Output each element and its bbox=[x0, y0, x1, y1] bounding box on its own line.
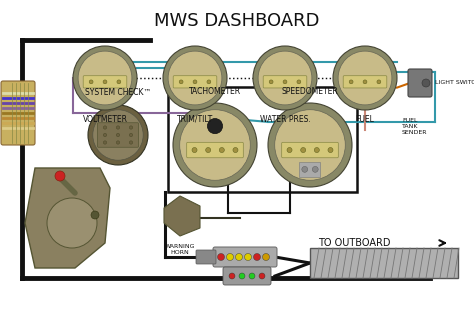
Circle shape bbox=[328, 148, 333, 153]
Bar bbox=[168, 87, 357, 192]
Circle shape bbox=[117, 80, 121, 84]
Circle shape bbox=[193, 80, 197, 84]
Circle shape bbox=[314, 148, 319, 153]
Text: VOLTMETER: VOLTMETER bbox=[82, 115, 128, 124]
Circle shape bbox=[103, 133, 107, 137]
Circle shape bbox=[116, 133, 119, 137]
FancyBboxPatch shape bbox=[263, 76, 307, 88]
Circle shape bbox=[227, 253, 234, 260]
FancyBboxPatch shape bbox=[282, 142, 338, 158]
Circle shape bbox=[301, 148, 306, 153]
Circle shape bbox=[163, 46, 227, 110]
FancyBboxPatch shape bbox=[408, 69, 432, 97]
Circle shape bbox=[173, 103, 257, 187]
Circle shape bbox=[180, 110, 250, 180]
FancyBboxPatch shape bbox=[98, 123, 138, 147]
Polygon shape bbox=[164, 196, 200, 236]
Circle shape bbox=[269, 80, 273, 84]
Circle shape bbox=[208, 119, 223, 134]
Circle shape bbox=[218, 253, 225, 260]
Circle shape bbox=[192, 148, 197, 153]
Circle shape bbox=[168, 51, 222, 105]
Polygon shape bbox=[25, 168, 110, 268]
Circle shape bbox=[129, 133, 133, 137]
Circle shape bbox=[89, 80, 93, 84]
Circle shape bbox=[297, 80, 301, 84]
Text: TO OUTBOARD: TO OUTBOARD bbox=[318, 238, 391, 248]
Circle shape bbox=[377, 80, 381, 84]
FancyBboxPatch shape bbox=[300, 162, 320, 177]
Text: SYSTEM CHECK™: SYSTEM CHECK™ bbox=[85, 88, 151, 97]
Circle shape bbox=[275, 110, 345, 180]
Circle shape bbox=[116, 141, 119, 144]
Circle shape bbox=[363, 80, 367, 84]
Text: TACHOMETER: TACHOMETER bbox=[189, 87, 241, 96]
Circle shape bbox=[103, 80, 107, 84]
Circle shape bbox=[229, 273, 235, 279]
Circle shape bbox=[302, 166, 308, 172]
Circle shape bbox=[312, 166, 318, 172]
Circle shape bbox=[239, 273, 245, 279]
FancyBboxPatch shape bbox=[213, 247, 277, 267]
Circle shape bbox=[73, 46, 137, 110]
FancyBboxPatch shape bbox=[1, 81, 35, 145]
Circle shape bbox=[93, 110, 143, 160]
Circle shape bbox=[263, 253, 270, 260]
Circle shape bbox=[47, 198, 97, 248]
Circle shape bbox=[116, 126, 119, 129]
Circle shape bbox=[78, 51, 132, 105]
Circle shape bbox=[259, 273, 265, 279]
FancyBboxPatch shape bbox=[187, 142, 243, 158]
Text: WARNING
HORN: WARNING HORN bbox=[165, 244, 195, 255]
Circle shape bbox=[219, 148, 224, 153]
Circle shape bbox=[287, 148, 292, 153]
Circle shape bbox=[206, 148, 211, 153]
FancyBboxPatch shape bbox=[343, 76, 387, 88]
Circle shape bbox=[129, 141, 133, 144]
Circle shape bbox=[88, 105, 148, 165]
Text: WATER PRES.: WATER PRES. bbox=[260, 115, 310, 124]
Circle shape bbox=[253, 46, 317, 110]
Circle shape bbox=[422, 79, 430, 87]
Circle shape bbox=[129, 126, 133, 129]
Text: FUEL: FUEL bbox=[356, 115, 374, 124]
Circle shape bbox=[91, 211, 99, 219]
Circle shape bbox=[103, 141, 107, 144]
Circle shape bbox=[55, 171, 65, 181]
FancyBboxPatch shape bbox=[223, 267, 271, 285]
Circle shape bbox=[207, 80, 211, 84]
Text: LIGHT SWITCH: LIGHT SWITCH bbox=[435, 81, 474, 86]
FancyBboxPatch shape bbox=[83, 76, 127, 88]
FancyBboxPatch shape bbox=[196, 250, 216, 264]
Bar bbox=[310, 248, 458, 278]
Text: FUEL
TANK
SENDER: FUEL TANK SENDER bbox=[402, 118, 428, 136]
Circle shape bbox=[349, 80, 353, 84]
Text: MWS DASHBOARD: MWS DASHBOARD bbox=[154, 12, 320, 30]
Text: SPEEDOMETER: SPEEDOMETER bbox=[282, 87, 338, 96]
Circle shape bbox=[245, 253, 252, 260]
Circle shape bbox=[254, 253, 261, 260]
Circle shape bbox=[233, 148, 238, 153]
Circle shape bbox=[338, 51, 392, 105]
Circle shape bbox=[249, 273, 255, 279]
Circle shape bbox=[103, 126, 107, 129]
Circle shape bbox=[283, 80, 287, 84]
Circle shape bbox=[258, 51, 312, 105]
Circle shape bbox=[333, 46, 397, 110]
Text: TRIM/TILT: TRIM/TILT bbox=[177, 115, 213, 124]
Circle shape bbox=[179, 80, 183, 84]
Circle shape bbox=[236, 253, 243, 260]
FancyBboxPatch shape bbox=[173, 76, 217, 88]
Circle shape bbox=[268, 103, 352, 187]
